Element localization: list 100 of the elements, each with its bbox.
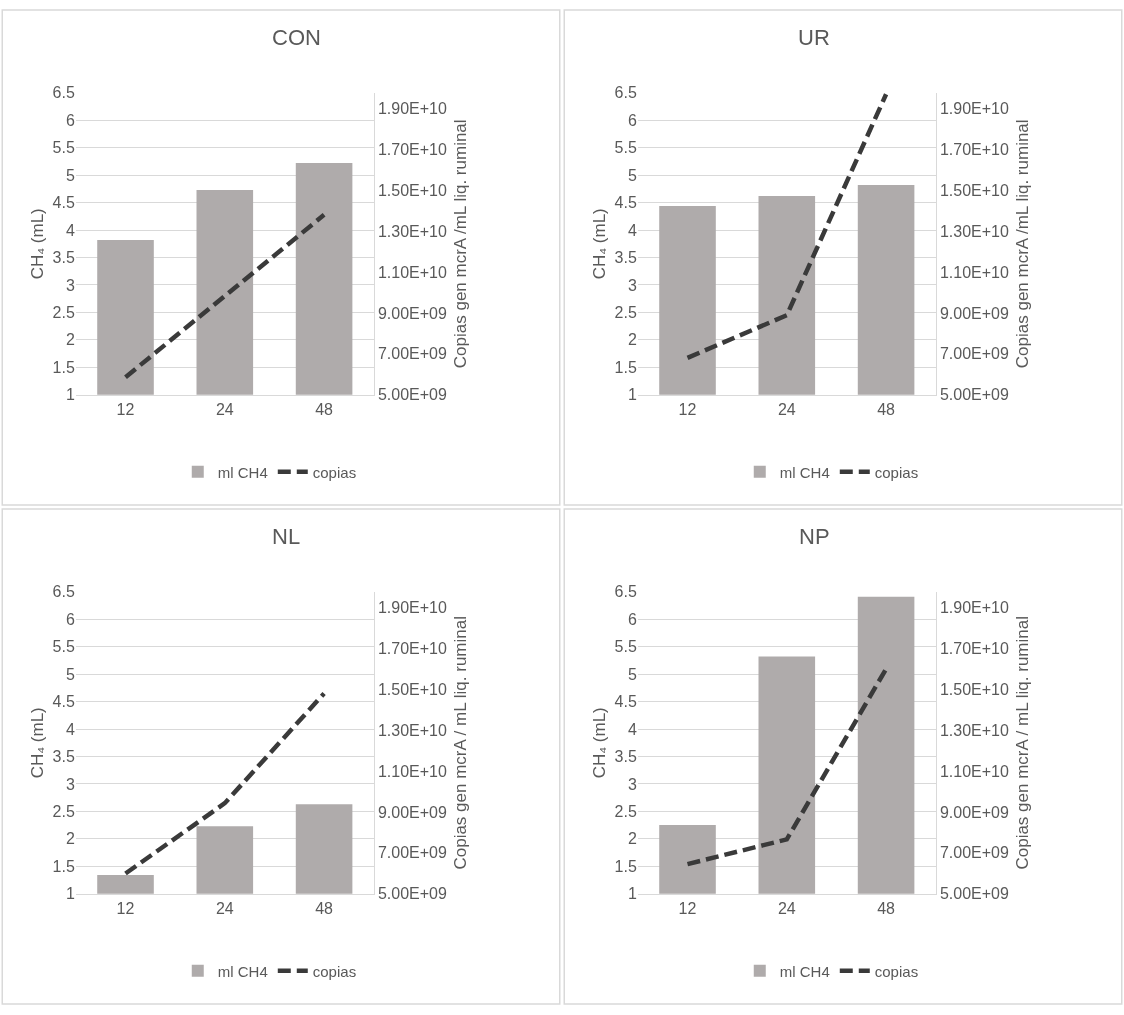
chart-title: NP xyxy=(799,524,830,549)
y2-tick-label: 9.00E+09 xyxy=(939,304,1009,322)
legend-label: copias xyxy=(312,962,357,980)
y2-axis-title: Copias gen mcrA /mL liq. ruminal xyxy=(1013,119,1033,369)
legend-label: copias xyxy=(874,962,919,980)
y2-tick-label: 5.00E+09 xyxy=(377,885,447,903)
y-tick-label: 6 xyxy=(627,111,637,129)
y-axis-title: CH₄ (mL) xyxy=(590,208,610,280)
y2-tick-label: 1.90E+10 xyxy=(377,100,447,118)
y2-tick-label: 1.50E+10 xyxy=(939,181,1009,199)
y-tick-label: 2.5 xyxy=(52,303,75,321)
y-tick-label: 5.5 xyxy=(614,638,637,656)
y2-tick-label: 9.00E+09 xyxy=(939,803,1009,821)
y-tick-label: 3.5 xyxy=(614,249,637,267)
y-tick-label: 4 xyxy=(65,221,75,239)
y2-tick-label: 1.30E+10 xyxy=(377,222,447,240)
x-tick-label: 48 xyxy=(315,400,334,418)
chart-title: UR xyxy=(798,25,830,50)
y-tick-label: 2 xyxy=(65,331,75,349)
y-tick-label: 3.5 xyxy=(52,249,75,267)
legend-label: ml CH4 xyxy=(779,962,830,980)
legend-label: ml CH4 xyxy=(217,463,268,481)
x-tick-label: 24 xyxy=(215,400,234,418)
y-tick-label: 3.5 xyxy=(614,748,637,766)
y2-axis-title: Copias gen mcrA /mL liq. ruminal xyxy=(451,119,471,369)
y2-tick-label: 5.00E+09 xyxy=(377,386,447,404)
legend-label: ml CH4 xyxy=(217,962,268,980)
x-tick-label: 24 xyxy=(215,899,234,917)
y-tick-label: 3 xyxy=(627,775,637,793)
y2-tick-label: 1.70E+10 xyxy=(377,141,447,159)
y2-tick-label: 7.00E+09 xyxy=(939,345,1009,363)
y-axis-title: CH₄ (mL) xyxy=(590,707,610,779)
y-tick-label: 1 xyxy=(65,885,75,903)
y-tick-label: 3.5 xyxy=(52,748,75,766)
y2-tick-label: 1.50E+10 xyxy=(939,680,1009,698)
y2-tick-label: 1.10E+10 xyxy=(377,263,447,281)
y-tick-label: 5.5 xyxy=(52,638,75,656)
y-tick-label: 6 xyxy=(65,111,75,129)
chart-title: CON xyxy=(272,25,321,50)
y-tick-label: 5 xyxy=(65,665,75,683)
y-tick-label: 1 xyxy=(65,386,75,404)
y2-tick-label: 1.30E+10 xyxy=(377,721,447,739)
y-tick-label: 3 xyxy=(627,276,637,294)
x-tick-label: 12 xyxy=(678,899,697,917)
y2-axis-title: Copias gen mcrA / mL liq. ruminal xyxy=(451,616,471,870)
y2-tick-label: 1.90E+10 xyxy=(939,100,1009,118)
y2-tick-label: 9.00E+09 xyxy=(377,803,447,821)
x-tick-label: 12 xyxy=(116,400,135,418)
y-axis-title: CH₄ (mL) xyxy=(28,707,48,779)
y-tick-label: 5 xyxy=(627,166,637,184)
y-tick-label: 2 xyxy=(627,830,637,848)
y2-tick-label: 7.00E+09 xyxy=(939,844,1009,862)
y2-tick-label: 7.00E+09 xyxy=(377,345,447,363)
y2-tick-label: 1.90E+10 xyxy=(939,599,1009,617)
x-tick-label: 24 xyxy=(777,400,796,418)
y-tick-label: 2.5 xyxy=(52,802,75,820)
y2-tick-label: 1.50E+10 xyxy=(377,680,447,698)
y2-tick-label: 1.70E+10 xyxy=(939,640,1009,658)
y-tick-label: 4.5 xyxy=(52,693,75,711)
y-tick-label: 4 xyxy=(627,720,637,738)
y-tick-label: 6.5 xyxy=(52,583,75,601)
y2-tick-label: 1.50E+10 xyxy=(377,181,447,199)
y2-axis-title: Copias gen mcrA / mL liq. ruminal xyxy=(1013,616,1033,870)
x-tick-label: 48 xyxy=(877,400,896,418)
y-tick-label: 6 xyxy=(627,610,637,628)
y-tick-label: 6.5 xyxy=(614,583,637,601)
y2-tick-label: 1.70E+10 xyxy=(377,640,447,658)
y2-tick-label: 5.00E+09 xyxy=(939,885,1009,903)
y2-tick-label: 1.10E+10 xyxy=(939,762,1009,780)
y2-tick-label: 1.30E+10 xyxy=(939,222,1009,240)
y-tick-label: 4.5 xyxy=(614,693,637,711)
legend-label: copias xyxy=(312,463,357,481)
y-tick-label: 1.5 xyxy=(614,358,637,376)
x-tick-label: 12 xyxy=(678,400,697,418)
y-tick-label: 6.5 xyxy=(614,84,637,102)
y-tick-label: 4 xyxy=(627,221,637,239)
y-tick-label: 1.5 xyxy=(52,358,75,376)
y-tick-label: 6 xyxy=(65,610,75,628)
y-axis-title: CH₄ (mL) xyxy=(28,208,48,280)
y2-tick-label: 1.30E+10 xyxy=(939,721,1009,739)
y-tick-label: 4.5 xyxy=(614,194,637,212)
y-tick-label: 3 xyxy=(65,775,75,793)
y-tick-label: 1.5 xyxy=(614,857,637,875)
y-tick-label: 4 xyxy=(65,720,75,738)
y-tick-label: 5 xyxy=(65,166,75,184)
y-tick-label: 6.5 xyxy=(52,84,75,102)
y2-tick-label: 1.90E+10 xyxy=(377,599,447,617)
y2-tick-label: 5.00E+09 xyxy=(939,386,1009,404)
y-tick-label: 2 xyxy=(65,830,75,848)
y2-tick-label: 7.00E+09 xyxy=(377,844,447,862)
y-tick-label: 2.5 xyxy=(614,303,637,321)
y2-tick-label: 9.00E+09 xyxy=(377,304,447,322)
y2-tick-label: 1.10E+10 xyxy=(377,762,447,780)
x-tick-label: 24 xyxy=(777,899,796,917)
y-tick-label: 2 xyxy=(627,331,637,349)
y-tick-label: 1 xyxy=(627,885,637,903)
chart-title: NL xyxy=(272,524,301,549)
y-tick-label: 2.5 xyxy=(614,802,637,820)
legend-label: copias xyxy=(874,463,919,481)
y-tick-label: 1.5 xyxy=(52,857,75,875)
